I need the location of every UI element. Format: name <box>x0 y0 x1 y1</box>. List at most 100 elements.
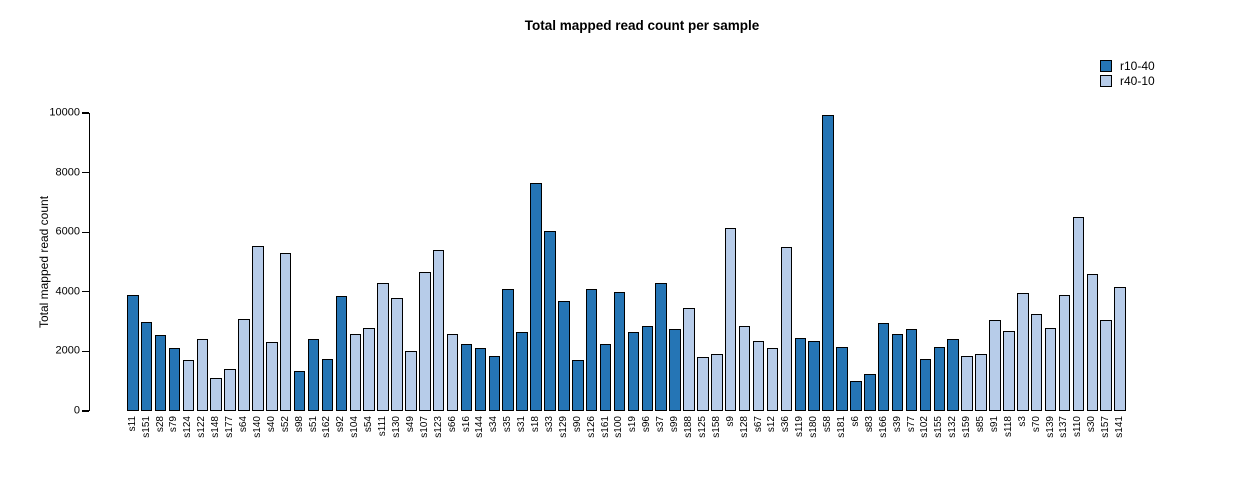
bar <box>558 300 570 411</box>
x-tick-label: s161 <box>599 416 611 438</box>
y-tick-mark <box>82 112 89 114</box>
x-tick-label: s34 <box>488 416 500 433</box>
y-tick-mark <box>82 350 89 352</box>
x-tick-label-cell: s123 <box>433 416 445 438</box>
x-tick-label: s40 <box>265 416 277 433</box>
x-tick-label: s51 <box>307 416 319 433</box>
x-tick-label-cell: s132 <box>947 416 959 438</box>
x-tick-label: s30 <box>1086 416 1098 433</box>
x-tick-label: s39 <box>891 416 903 433</box>
x-tick-label-cell: s92 <box>335 416 348 432</box>
bar <box>168 348 181 411</box>
x-tick-label: s70 <box>1030 416 1042 433</box>
bar <box>502 288 514 411</box>
bar <box>432 250 445 411</box>
x-tick-label-cell: s9 <box>725 416 737 427</box>
bar <box>627 332 640 411</box>
x-tick-label: s90 <box>571 416 583 433</box>
x-tick-label: s67 <box>752 416 764 433</box>
bar <box>1086 273 1099 411</box>
bar <box>127 294 139 411</box>
bar <box>989 320 1001 411</box>
bar <box>446 333 459 411</box>
x-tick-label-cell: s83 <box>864 416 876 432</box>
bar <box>1044 327 1057 411</box>
x-tick-label-cell: s11 <box>127 416 139 431</box>
bar <box>335 296 348 411</box>
x-tick-label-cell: s66 <box>447 416 459 432</box>
bar <box>474 348 487 411</box>
x-tick-label-cell: s180 <box>808 416 820 438</box>
x-tick-label: s28 <box>154 416 166 433</box>
bar <box>349 333 361 411</box>
x-tick-label-cell: s3 <box>1017 416 1029 427</box>
bar <box>641 326 654 411</box>
x-tick-label-cell: s111 <box>377 416 389 436</box>
x-tick-label: s16 <box>460 416 472 433</box>
x-tick-label-cell: s90 <box>572 416 584 432</box>
bar <box>808 340 820 411</box>
x-tick-label-cell: s64 <box>238 416 250 432</box>
bar <box>599 343 612 411</box>
bar <box>572 360 584 411</box>
bar <box>613 291 626 411</box>
bar <box>1114 287 1126 411</box>
x-tick-label-cell: s140 <box>252 416 264 438</box>
bar <box>752 340 765 411</box>
x-tick-label: s96 <box>641 416 653 433</box>
bar <box>711 354 723 411</box>
bar <box>1058 294 1071 411</box>
x-tick-label: s33 <box>543 416 555 433</box>
x-tick-label-cell: s139 <box>1045 416 1057 438</box>
y-tick-mark <box>82 231 89 233</box>
x-tick-label-cell: s19 <box>627 416 640 432</box>
x-tick-label-cell: s16 <box>461 416 473 432</box>
x-tick-label: s128 <box>738 416 750 438</box>
legend-label: r10-40 <box>1120 59 1155 73</box>
bar <box>683 308 695 411</box>
x-tick-label-cell: s33 <box>544 416 556 432</box>
chart-title: Total mapped read count per sample <box>524 18 760 33</box>
x-tick-label-cell: s99 <box>669 416 681 432</box>
bar <box>488 355 501 411</box>
y-tick-label: 0 <box>73 404 80 417</box>
x-tick-label-cell: s39 <box>892 416 904 432</box>
bar <box>919 358 932 411</box>
x-tick-label: s111 <box>377 416 389 437</box>
x-tick-label: s36 <box>780 416 792 433</box>
x-tick-label-cell: s125 <box>697 416 709 438</box>
bar <box>794 338 806 411</box>
y-tick-mark <box>82 291 89 293</box>
x-tick-label: s99 <box>669 416 681 433</box>
bar <box>766 348 779 411</box>
bar <box>279 253 292 411</box>
x-tick-label: s123 <box>432 416 444 438</box>
x-tick-label: s98 <box>293 416 305 433</box>
x-tick-label-cell: s100 <box>613 416 626 438</box>
bar <box>266 342 278 411</box>
x-tick-label-cell: s58 <box>822 416 834 432</box>
x-tick-label-cell: s110 <box>1072 416 1085 437</box>
x-tick-label: s137 <box>1058 416 1070 438</box>
x-tick-label: s35 <box>502 416 514 433</box>
bar <box>363 327 375 411</box>
x-tick-label-cell: s49 <box>405 416 417 432</box>
x-tick-label: s129 <box>557 416 569 438</box>
y-tick-mark <box>82 410 89 412</box>
bar <box>210 378 222 411</box>
x-tick-label-cell: s96 <box>641 416 654 433</box>
x-tick-label: s102 <box>919 416 931 438</box>
bar <box>516 332 528 411</box>
x-tick-label: s104 <box>349 416 361 438</box>
x-tick-label-cell: s104 <box>349 416 362 438</box>
x-tick-label: s3 <box>1016 416 1028 427</box>
x-tick-label-cell: s130 <box>391 416 403 438</box>
x-tick-label-cell: s188 <box>683 416 695 438</box>
x-tick-label: s77 <box>905 416 917 433</box>
x-tick-label-cell: s118 <box>1003 416 1015 437</box>
bar <box>140 321 153 411</box>
x-tick-label: s126 <box>585 416 597 438</box>
x-tick-label: s125 <box>696 416 708 438</box>
bar <box>655 282 667 411</box>
